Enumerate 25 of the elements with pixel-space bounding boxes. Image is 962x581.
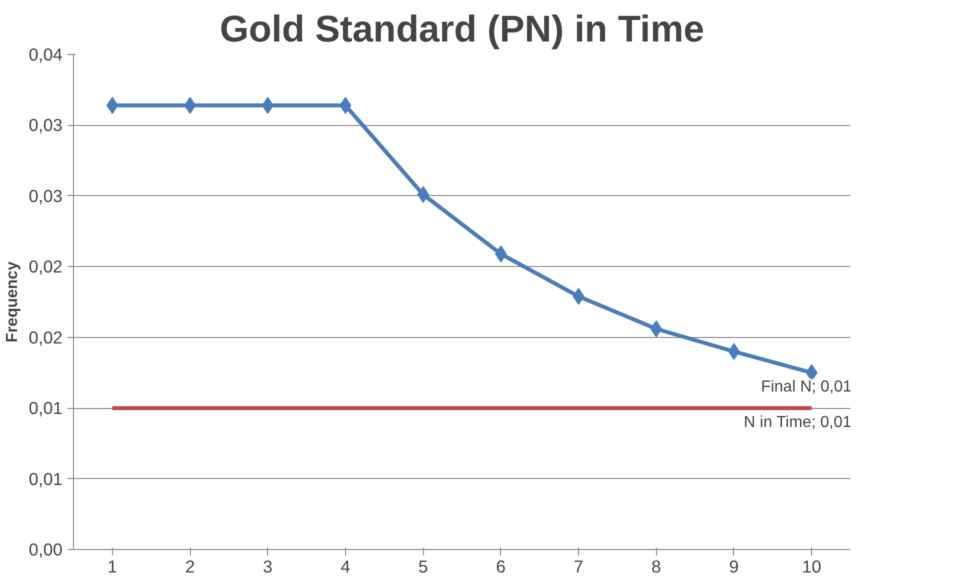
y-tick-label: 0,00	[28, 540, 63, 560]
point	[262, 96, 274, 114]
point	[728, 343, 740, 360]
y-tick-label: 0,03	[28, 115, 63, 136]
y-tick-label: 0,04	[28, 44, 63, 64]
y-axis-title: Frequency	[4, 261, 21, 342]
x-tick-label: 5	[418, 556, 428, 576]
x-tick-label: 4	[340, 556, 351, 576]
x-tick-label: 10	[802, 556, 822, 576]
point	[650, 320, 662, 338]
y-tick-label: 0,03	[28, 186, 63, 206]
x-tick-label: 9	[729, 556, 739, 576]
y-tick-label: 0,01	[28, 468, 63, 489]
x-tick-label: 3	[262, 556, 273, 576]
x-tick-label: 2	[185, 556, 195, 576]
y-tick-label: 0,01	[28, 398, 63, 418]
x-tick-label: 6	[496, 556, 506, 576]
text: N in Time; 0,01	[744, 414, 852, 432]
x-tick-label: 1	[108, 556, 118, 576]
y-tick-label: 0,02	[28, 327, 63, 348]
x-tick-label: 8	[651, 556, 662, 576]
chart-title: Gold Standard (PN) in Time	[220, 8, 704, 50]
y-tick-label: 0,02	[28, 256, 63, 277]
text: Final N; 0,01	[760, 378, 852, 396]
x-tick-label: 7	[574, 556, 584, 576]
